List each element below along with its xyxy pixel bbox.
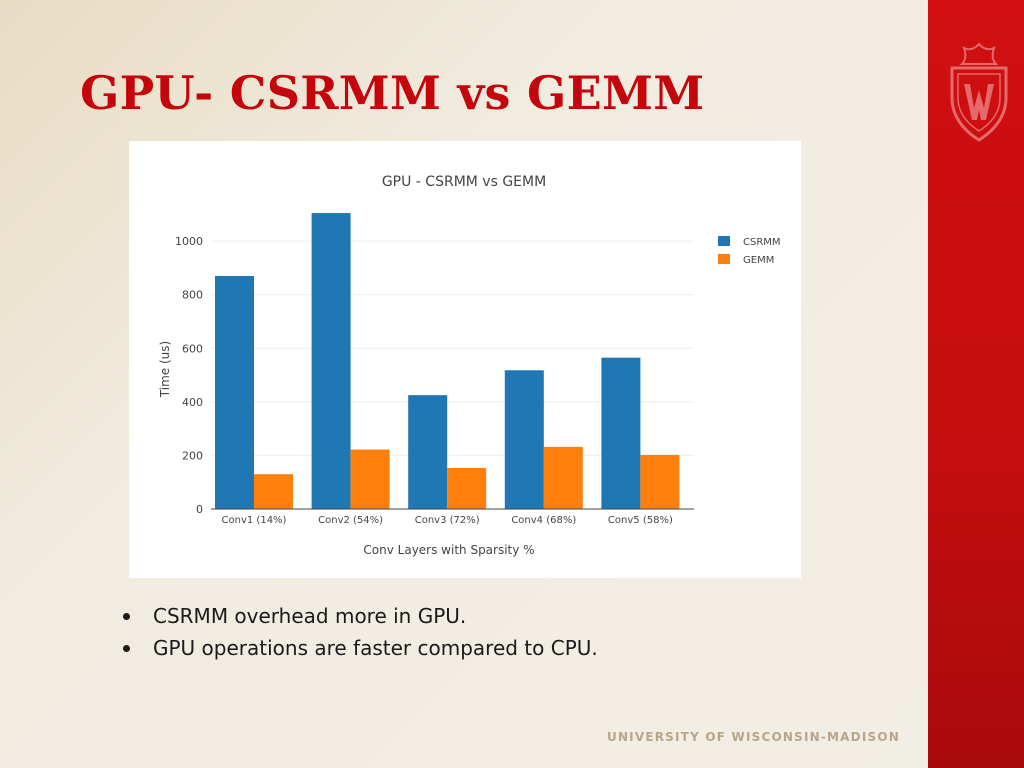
bar-gemm [447, 468, 487, 509]
x-tick-label: Conv3 (72%) [415, 515, 480, 526]
x-axis-label: Conv Layers with Sparsity % [363, 543, 534, 557]
right-accent-band [928, 0, 1024, 768]
x-tick-label: Conv2 (54%) [318, 515, 383, 526]
chart-panel: GPU - CSRMM vs GEMM 0 200 400 600 800 1000 Co… [129, 141, 801, 578]
legend-label: GEMM [743, 255, 774, 266]
bar-csrmm [215, 275, 254, 509]
y-tick-label: 400 [182, 396, 203, 409]
legend-swatch-csrmm [718, 236, 730, 246]
slide-title: GPU- CSRMM vs GEMM [80, 66, 705, 120]
legend-label: CSRMM [743, 237, 781, 248]
bullet-list: CSRMM overhead more in GPU. GPU operatio… [120, 600, 598, 664]
bar-csrmm [601, 357, 641, 509]
chart-legend: CSRMM GEMM [718, 236, 781, 266]
bar-gemm [543, 446, 583, 509]
bar-csrmm [408, 395, 448, 509]
bullet-item: CSRMM overhead more in GPU. [120, 600, 598, 632]
bar-gemm [640, 454, 680, 509]
y-tick-label: 800 [182, 289, 203, 302]
x-tick-label: Conv4 (68%) [511, 515, 576, 526]
bullet-item: GPU operations are faster compared to CP… [120, 632, 598, 664]
bar-csrmm [504, 370, 544, 509]
bar-chart: GPU - CSRMM vs GEMM 0 200 400 600 800 1000 Co… [158, 174, 781, 557]
x-tick-label: Conv5 (58%) [608, 515, 673, 526]
legend-swatch-gemm [718, 254, 730, 264]
y-tick-label: 1000 [175, 235, 203, 248]
y-tick-label: 200 [182, 449, 203, 462]
bar-gemm [254, 474, 293, 509]
y-axis-label: Time (us) [158, 341, 172, 398]
x-axis-ticks: Conv1 (14%) Conv2 (54%) Conv3 (72%) Conv4 (… [222, 515, 673, 526]
footer-university-name: UNIVERSITY OF WISCONSIN-MADISON [607, 730, 900, 744]
bar-csrmm [311, 213, 351, 509]
bar-gemm [350, 449, 390, 509]
y-axis-ticks: 0 200 400 600 800 1000 [175, 235, 203, 516]
chart-title: GPU - CSRMM vs GEMM [382, 174, 546, 190]
y-tick-label: 600 [182, 342, 203, 355]
y-tick-label: 0 [196, 503, 203, 516]
uw-crest-icon [950, 42, 1008, 142]
x-tick-label: Conv1 (14%) [222, 515, 287, 526]
chart-bars [215, 213, 680, 509]
